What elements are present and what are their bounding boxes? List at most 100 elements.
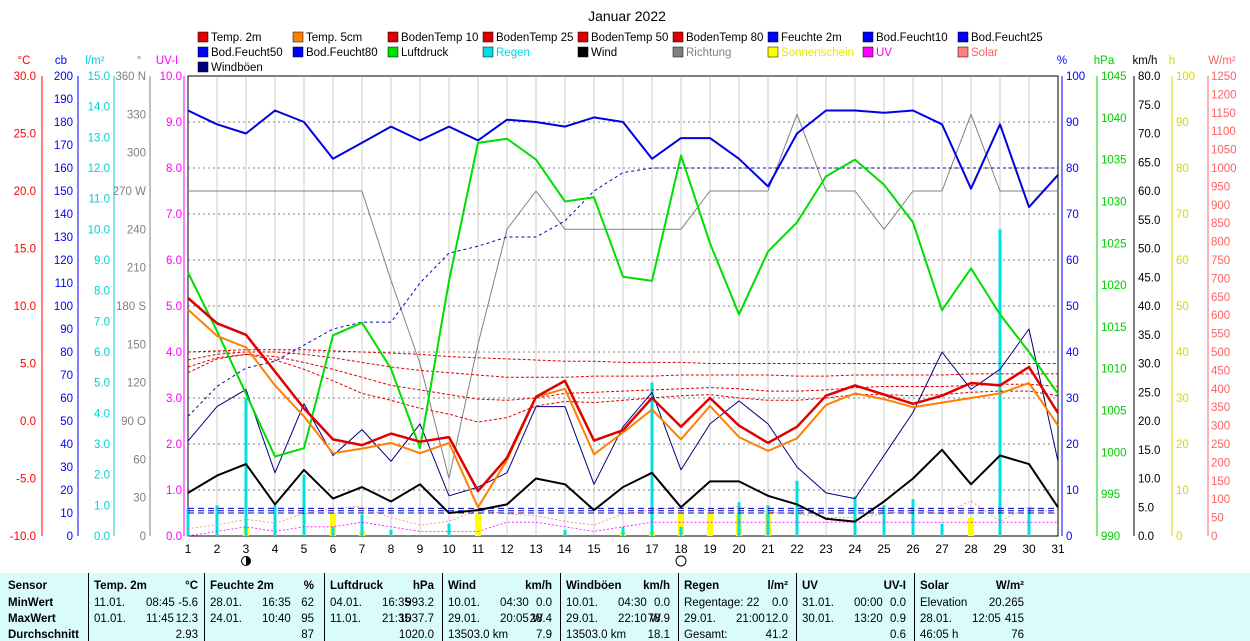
axis-tick-label: 1015 xyxy=(1101,322,1127,334)
rain-bar xyxy=(215,505,219,536)
stats-date: 46:05 h xyxy=(920,629,959,641)
stats-row-label: MinWert xyxy=(8,597,54,609)
stats-column-title: UV xyxy=(802,580,818,592)
x-tick-label: 25 xyxy=(877,542,891,556)
axis-tick-label: 1250 xyxy=(1211,71,1237,83)
axis-tick-label: 0.0 xyxy=(166,531,182,543)
axis-tick-label: 20 xyxy=(60,485,73,497)
axis-tick-label: 1045 xyxy=(1101,71,1127,83)
rain-bar xyxy=(621,526,625,536)
axis-tick-label: 1100 xyxy=(1211,126,1236,138)
legend-swatch xyxy=(577,31,589,43)
rain-bar xyxy=(244,398,248,536)
rain-bar xyxy=(911,499,915,536)
axis-tick-label: 100 xyxy=(1211,494,1230,506)
axis-tick-label: 7.0 xyxy=(166,209,182,221)
x-tick-label: 23 xyxy=(819,542,833,556)
soil-temp-50-line xyxy=(187,351,1058,378)
stats-column-title: Temp. 2m xyxy=(94,580,147,592)
full-moon-icon xyxy=(675,555,687,567)
axis-tick-label: 40 xyxy=(60,439,73,451)
x-tick-label: 18 xyxy=(674,542,688,556)
stats-value: 1037.7 xyxy=(398,613,434,625)
axis-tick-label: 0 xyxy=(1066,531,1072,543)
stats-row-label: Durchschnitt xyxy=(8,629,79,641)
axis-tick-label: 120 xyxy=(127,378,146,390)
axis-tick-label: 12.0 xyxy=(88,163,110,175)
temp-2m-line xyxy=(187,297,1060,493)
axis-tick-label: 240 xyxy=(127,224,146,236)
legend-label: Luftdruck xyxy=(401,47,449,59)
axis-tick-label: 550 xyxy=(1211,329,1230,341)
sunshine-bar xyxy=(968,517,974,536)
axis-tick-label: 2.0 xyxy=(94,470,110,482)
axis-tick-label: 120 xyxy=(54,255,73,267)
stats-column-unit: km/h xyxy=(643,580,670,592)
axis-tick-label: 1.0 xyxy=(166,485,182,497)
stats-separator xyxy=(324,573,325,641)
stats-separator xyxy=(678,573,679,641)
axis-tick-label: 10 xyxy=(60,508,73,520)
rain-bar xyxy=(331,526,335,536)
axis-tick-label: 330 xyxy=(127,109,146,121)
stats-value: 993.2 xyxy=(405,597,434,609)
legend-label: Wind xyxy=(591,47,617,59)
axis-tick-label: 950 xyxy=(1211,181,1230,193)
legend-swatch xyxy=(197,31,209,43)
axis-tick-label: 9.0 xyxy=(166,117,182,129)
legend-label: BodenTemp 50 xyxy=(591,32,668,44)
axis-tick-label: -10.0 xyxy=(10,531,36,543)
stats-column: Feuchte 2m% 28.01. 16:35 62 24.01. 10:40 95 87 xyxy=(210,573,314,641)
axis-tick-label: 30 xyxy=(133,493,146,505)
x-tick-label: 21 xyxy=(761,542,775,556)
x-tick-label: 19 xyxy=(703,542,717,556)
stats-value: 12.0 xyxy=(765,613,788,625)
axis-tick-label: 700 xyxy=(1211,273,1230,285)
legend-swatch xyxy=(672,31,684,43)
axis-tick-label: 150 xyxy=(127,339,146,351)
axis-unit: hPa xyxy=(1094,55,1115,67)
soil-temp-25-line xyxy=(187,353,1059,401)
soil-temp-80-line xyxy=(187,349,1058,364)
axis-tick-label: 20 xyxy=(1066,439,1079,451)
axis-tick-label: 1025 xyxy=(1101,238,1127,250)
axis-tick-label: 8.0 xyxy=(94,286,110,298)
axis-tick-label: 400 xyxy=(1211,384,1230,396)
stats-column: Temp. 2m °C 11.01. 08:45 -5.6 01.01. 11:45 12.3… xyxy=(94,573,198,641)
axis-tick-label: 80.0 xyxy=(1138,71,1160,83)
axis-tick-label: 10 xyxy=(1176,485,1189,497)
stats-time: 21:35 xyxy=(382,613,411,625)
axis-tick-label: 2.0 xyxy=(166,439,182,451)
rain-bar xyxy=(1027,508,1031,536)
stats-date: 31.01. xyxy=(802,597,834,609)
legend-swatch xyxy=(957,46,969,58)
axis-tick-label: 40 xyxy=(1176,347,1189,359)
axis-tick-label: 0.0 xyxy=(94,531,110,543)
stats-value: 20.265 xyxy=(988,597,1024,609)
legend-label: Solar xyxy=(971,47,998,59)
stats-separator xyxy=(914,573,915,641)
soil-moisture-50-line xyxy=(187,167,1058,417)
stats-value: 0.0 xyxy=(772,597,788,609)
stats-column-title: Wind xyxy=(448,580,476,592)
stats-column: Regen l/m² Regentage: 22 0.0 29.01. 21:00 12.0… xyxy=(684,573,788,641)
stats-column-title: Regen xyxy=(684,580,720,592)
axis-tick-label: 90 xyxy=(1066,117,1079,129)
stats-column-title: Windböen xyxy=(566,580,622,592)
stats-value: 78.9 xyxy=(647,613,670,625)
axis-tick-label: 30.0 xyxy=(14,71,36,83)
legend-swatch xyxy=(387,46,399,58)
axis-tick-label: 70 xyxy=(1176,209,1189,221)
stats-column-title: Solar xyxy=(920,580,949,592)
stats-date: 24.01. xyxy=(210,613,242,625)
axis-tick-label: 1040 xyxy=(1101,113,1127,125)
x-tick-label: 4 xyxy=(272,542,279,556)
rain-bar xyxy=(186,508,190,536)
axis-tick-label: 20 xyxy=(1176,439,1189,451)
legend-label: Bod.Feucht25 xyxy=(971,32,1043,44)
axis-tick-label: 30 xyxy=(1066,393,1079,405)
legend-label: BodenTemp 25 xyxy=(496,32,573,44)
axis-tick-label: 1005 xyxy=(1101,406,1127,418)
temp-5cm-line xyxy=(187,308,1059,509)
